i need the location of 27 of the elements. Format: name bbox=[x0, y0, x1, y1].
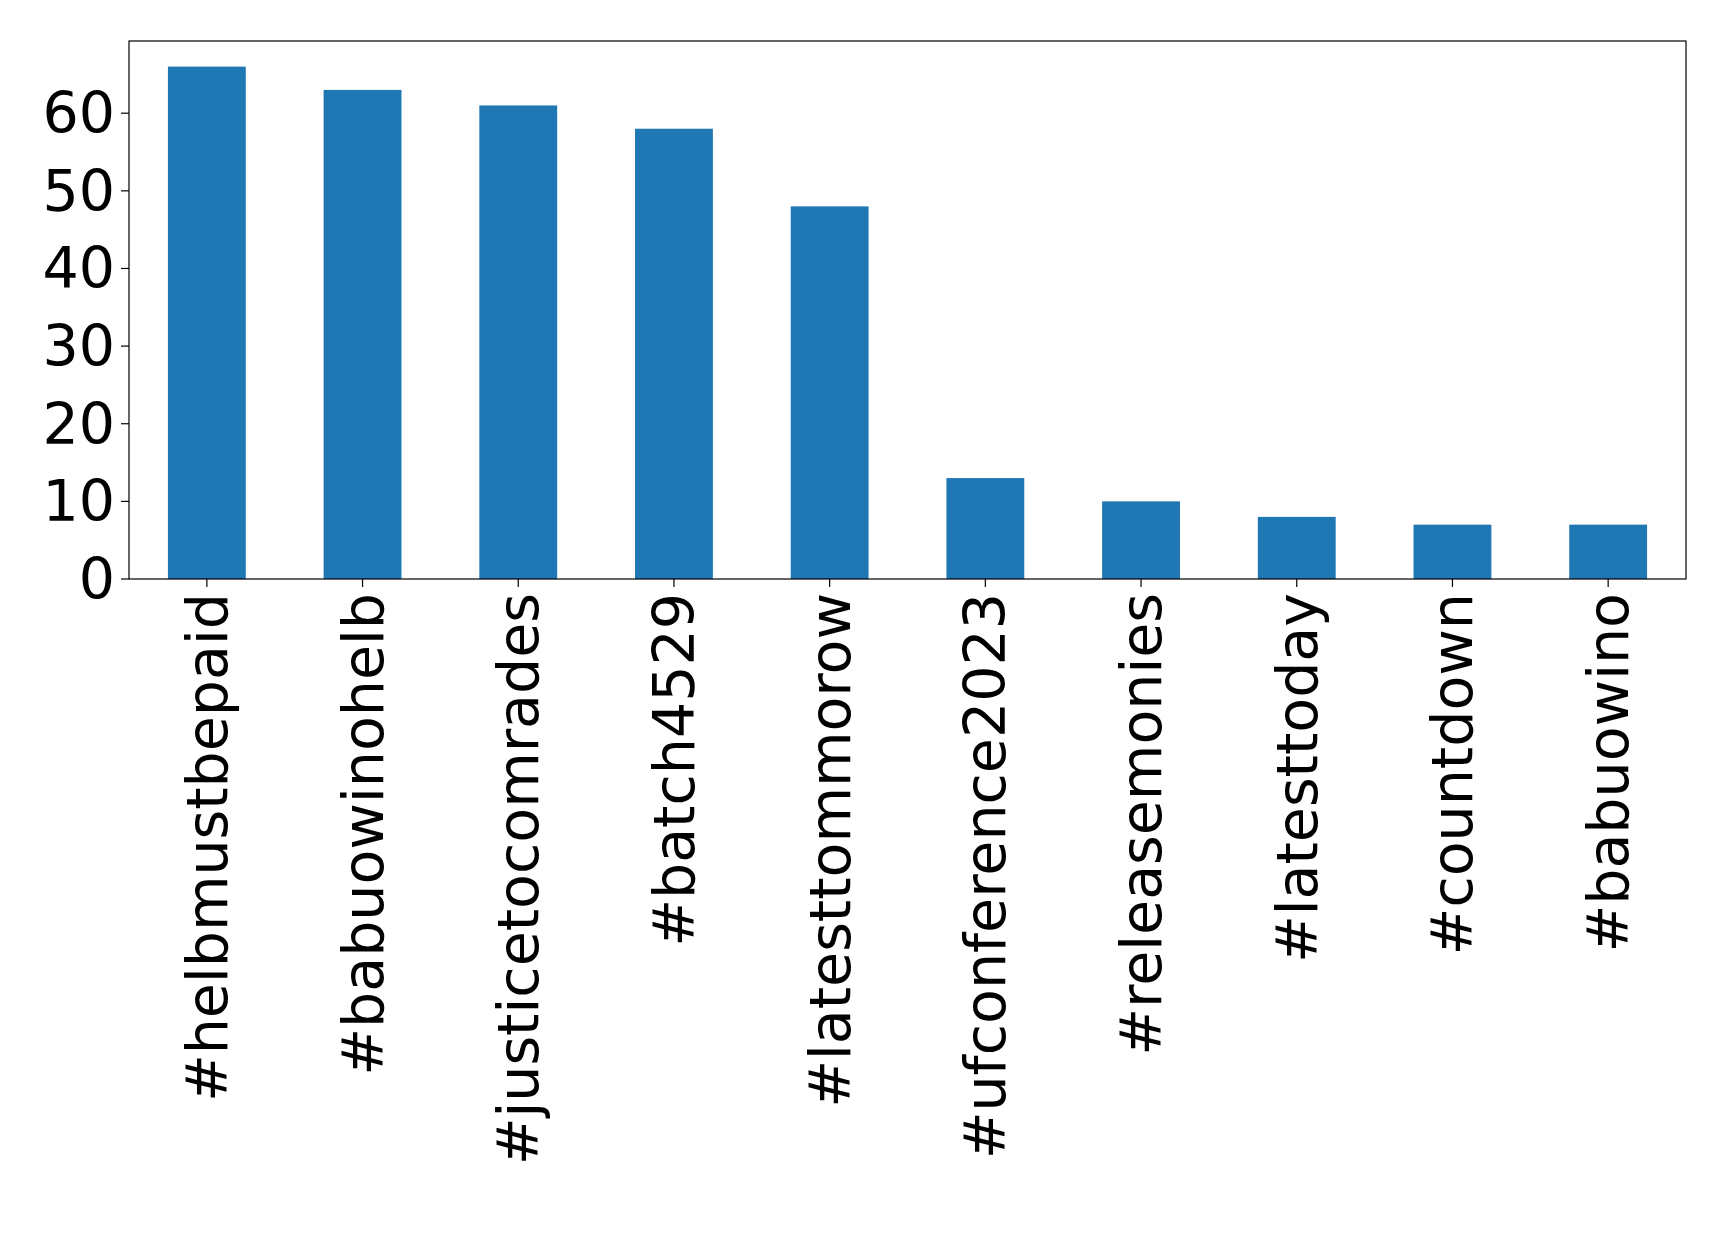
bar bbox=[1413, 524, 1492, 579]
y-tick-label: 40 bbox=[42, 235, 115, 302]
x-tick-label: #latesttoday bbox=[1263, 593, 1330, 964]
x-tick-label: #babuowino bbox=[1575, 593, 1642, 953]
x-tick-label: #latesttommorow bbox=[796, 593, 863, 1108]
bar bbox=[479, 105, 558, 579]
bar bbox=[1569, 524, 1648, 579]
bar bbox=[946, 478, 1025, 579]
x-tick-label: #releasemonies bbox=[1108, 593, 1174, 1056]
bar bbox=[167, 66, 246, 579]
bar bbox=[323, 89, 402, 579]
bar bbox=[635, 128, 713, 579]
y-tick-label: 50 bbox=[42, 157, 115, 224]
y-tick-label: 10 bbox=[42, 468, 115, 535]
x-tick-label: #batch4529 bbox=[640, 593, 707, 947]
x-tick-label: #justicetocomrades bbox=[485, 593, 552, 1166]
y-tick-label: 30 bbox=[42, 313, 115, 380]
y-tick-label: 0 bbox=[78, 545, 115, 612]
bar bbox=[1102, 501, 1180, 579]
y-tick-label: 20 bbox=[42, 390, 115, 457]
x-tick-label: #ufconference2023 bbox=[952, 593, 1019, 1160]
x-tick-label: #countdown bbox=[1419, 593, 1486, 956]
bar bbox=[790, 206, 869, 579]
bar bbox=[1257, 516, 1336, 579]
y-tick-label: 60 bbox=[42, 80, 115, 147]
x-tick-label: #helbmustbepaid bbox=[173, 593, 240, 1103]
x-tick-label: #babuowinohelb bbox=[329, 593, 396, 1076]
